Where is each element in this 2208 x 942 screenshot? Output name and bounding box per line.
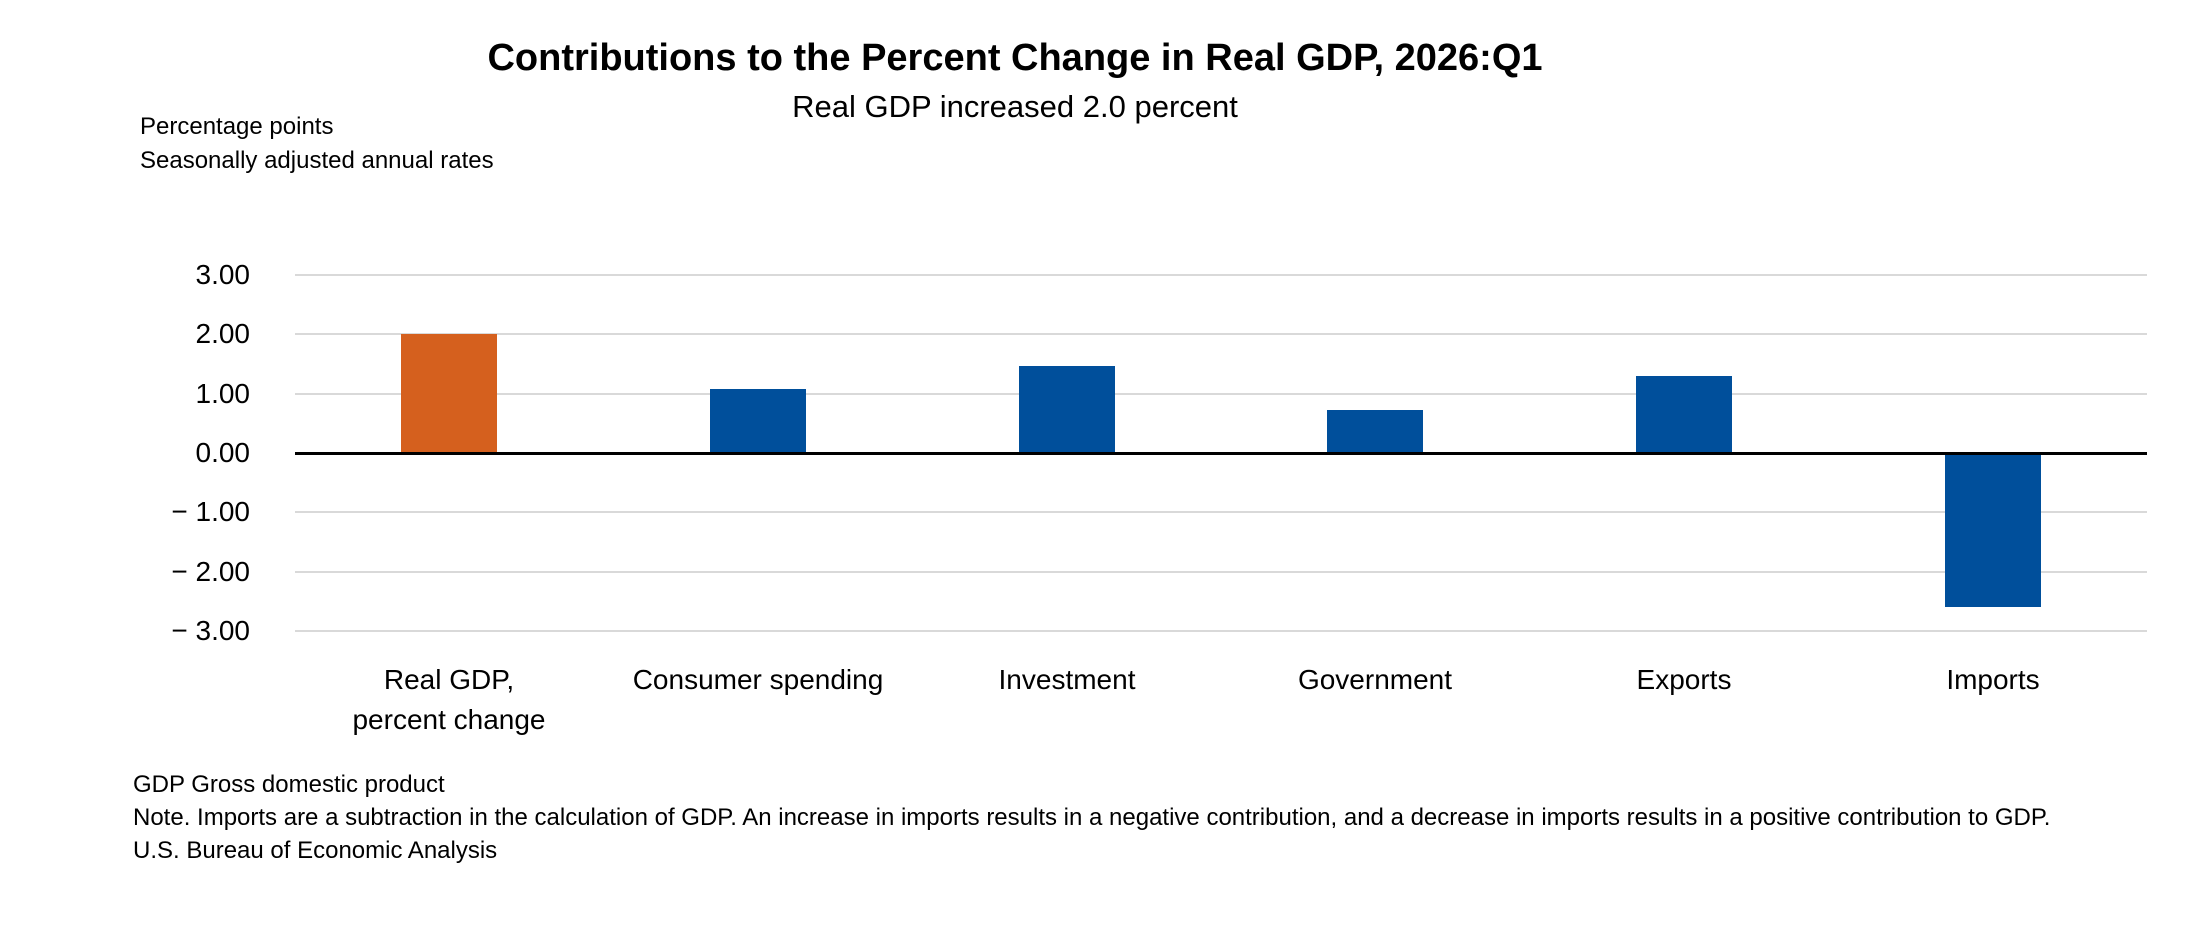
x-axis-label-line: Government bbox=[1297, 664, 1453, 695]
chart-subtitle: Real GDP increased 2.0 percent bbox=[792, 89, 1238, 124]
y-tick-label: − 3.00 bbox=[171, 615, 250, 647]
y-tick-label: 0.00 bbox=[195, 437, 251, 468]
y-axis-unit-note-line1: Percentage points bbox=[140, 113, 334, 140]
x-axis-label-consumer-spending: Consumer spending bbox=[588, 660, 928, 700]
bar-real-gdp bbox=[401, 334, 497, 453]
y-tick-label: − 2.00 bbox=[171, 555, 250, 587]
bar-government bbox=[1327, 410, 1423, 453]
x-axis-label-line: percent change bbox=[352, 704, 546, 735]
x-axis-label-line: Imports bbox=[1946, 664, 2040, 695]
bar-exports bbox=[1636, 376, 1732, 453]
bar-imports bbox=[1945, 453, 2041, 607]
x-axis-label-line: Real GDP, bbox=[383, 664, 515, 695]
gridline bbox=[295, 570, 2147, 573]
y-axis-unit-note-line2: Seasonally adjusted annual rates bbox=[140, 147, 494, 174]
footnote-definition: GDP Gross domestic product bbox=[133, 771, 445, 798]
footnote-source: U.S. Bureau of Economic Analysis bbox=[133, 837, 498, 864]
gridline bbox=[295, 511, 2147, 514]
x-axis-label-investment: Investment bbox=[897, 660, 1237, 700]
x-axis-label-line: Exports bbox=[1636, 664, 1732, 695]
chart-title: Contributions to the Percent Change in R… bbox=[487, 37, 1543, 79]
y-tick-label: 3.00 bbox=[195, 258, 251, 290]
x-axis-label-government: Government bbox=[1205, 660, 1545, 700]
gridline bbox=[295, 273, 2147, 276]
bar-consumer-spending bbox=[710, 389, 806, 453]
gridline bbox=[295, 630, 2147, 633]
footnote-imports-note: Note. Imports are a subtraction in the c… bbox=[133, 804, 2051, 831]
x-axis-label-line: Investment bbox=[998, 664, 1136, 695]
gridline bbox=[295, 333, 2147, 336]
bar-investment bbox=[1019, 366, 1115, 453]
zero-axis-line bbox=[295, 451, 2147, 455]
x-axis-label-imports: Imports bbox=[1823, 660, 2163, 700]
y-tick-label: − 1.00 bbox=[171, 496, 250, 528]
chart-footnotes: GDP Gross domestic product Note. Imports… bbox=[133, 768, 2050, 867]
chart-header: Contributions to the Percent Change in R… bbox=[0, 34, 2030, 127]
gridline bbox=[295, 392, 2147, 395]
x-axis-label-real-gdp: Real GDP, percent change bbox=[279, 660, 619, 740]
y-tick-label: 2.00 bbox=[195, 318, 251, 350]
x-axis-label-exports: Exports bbox=[1514, 660, 1854, 700]
y-axis-unit-note: Percentage points Seasonally adjusted an… bbox=[140, 110, 494, 178]
y-tick-label: 1.00 bbox=[195, 377, 251, 409]
x-axis-label-line: Consumer spending bbox=[632, 664, 884, 695]
